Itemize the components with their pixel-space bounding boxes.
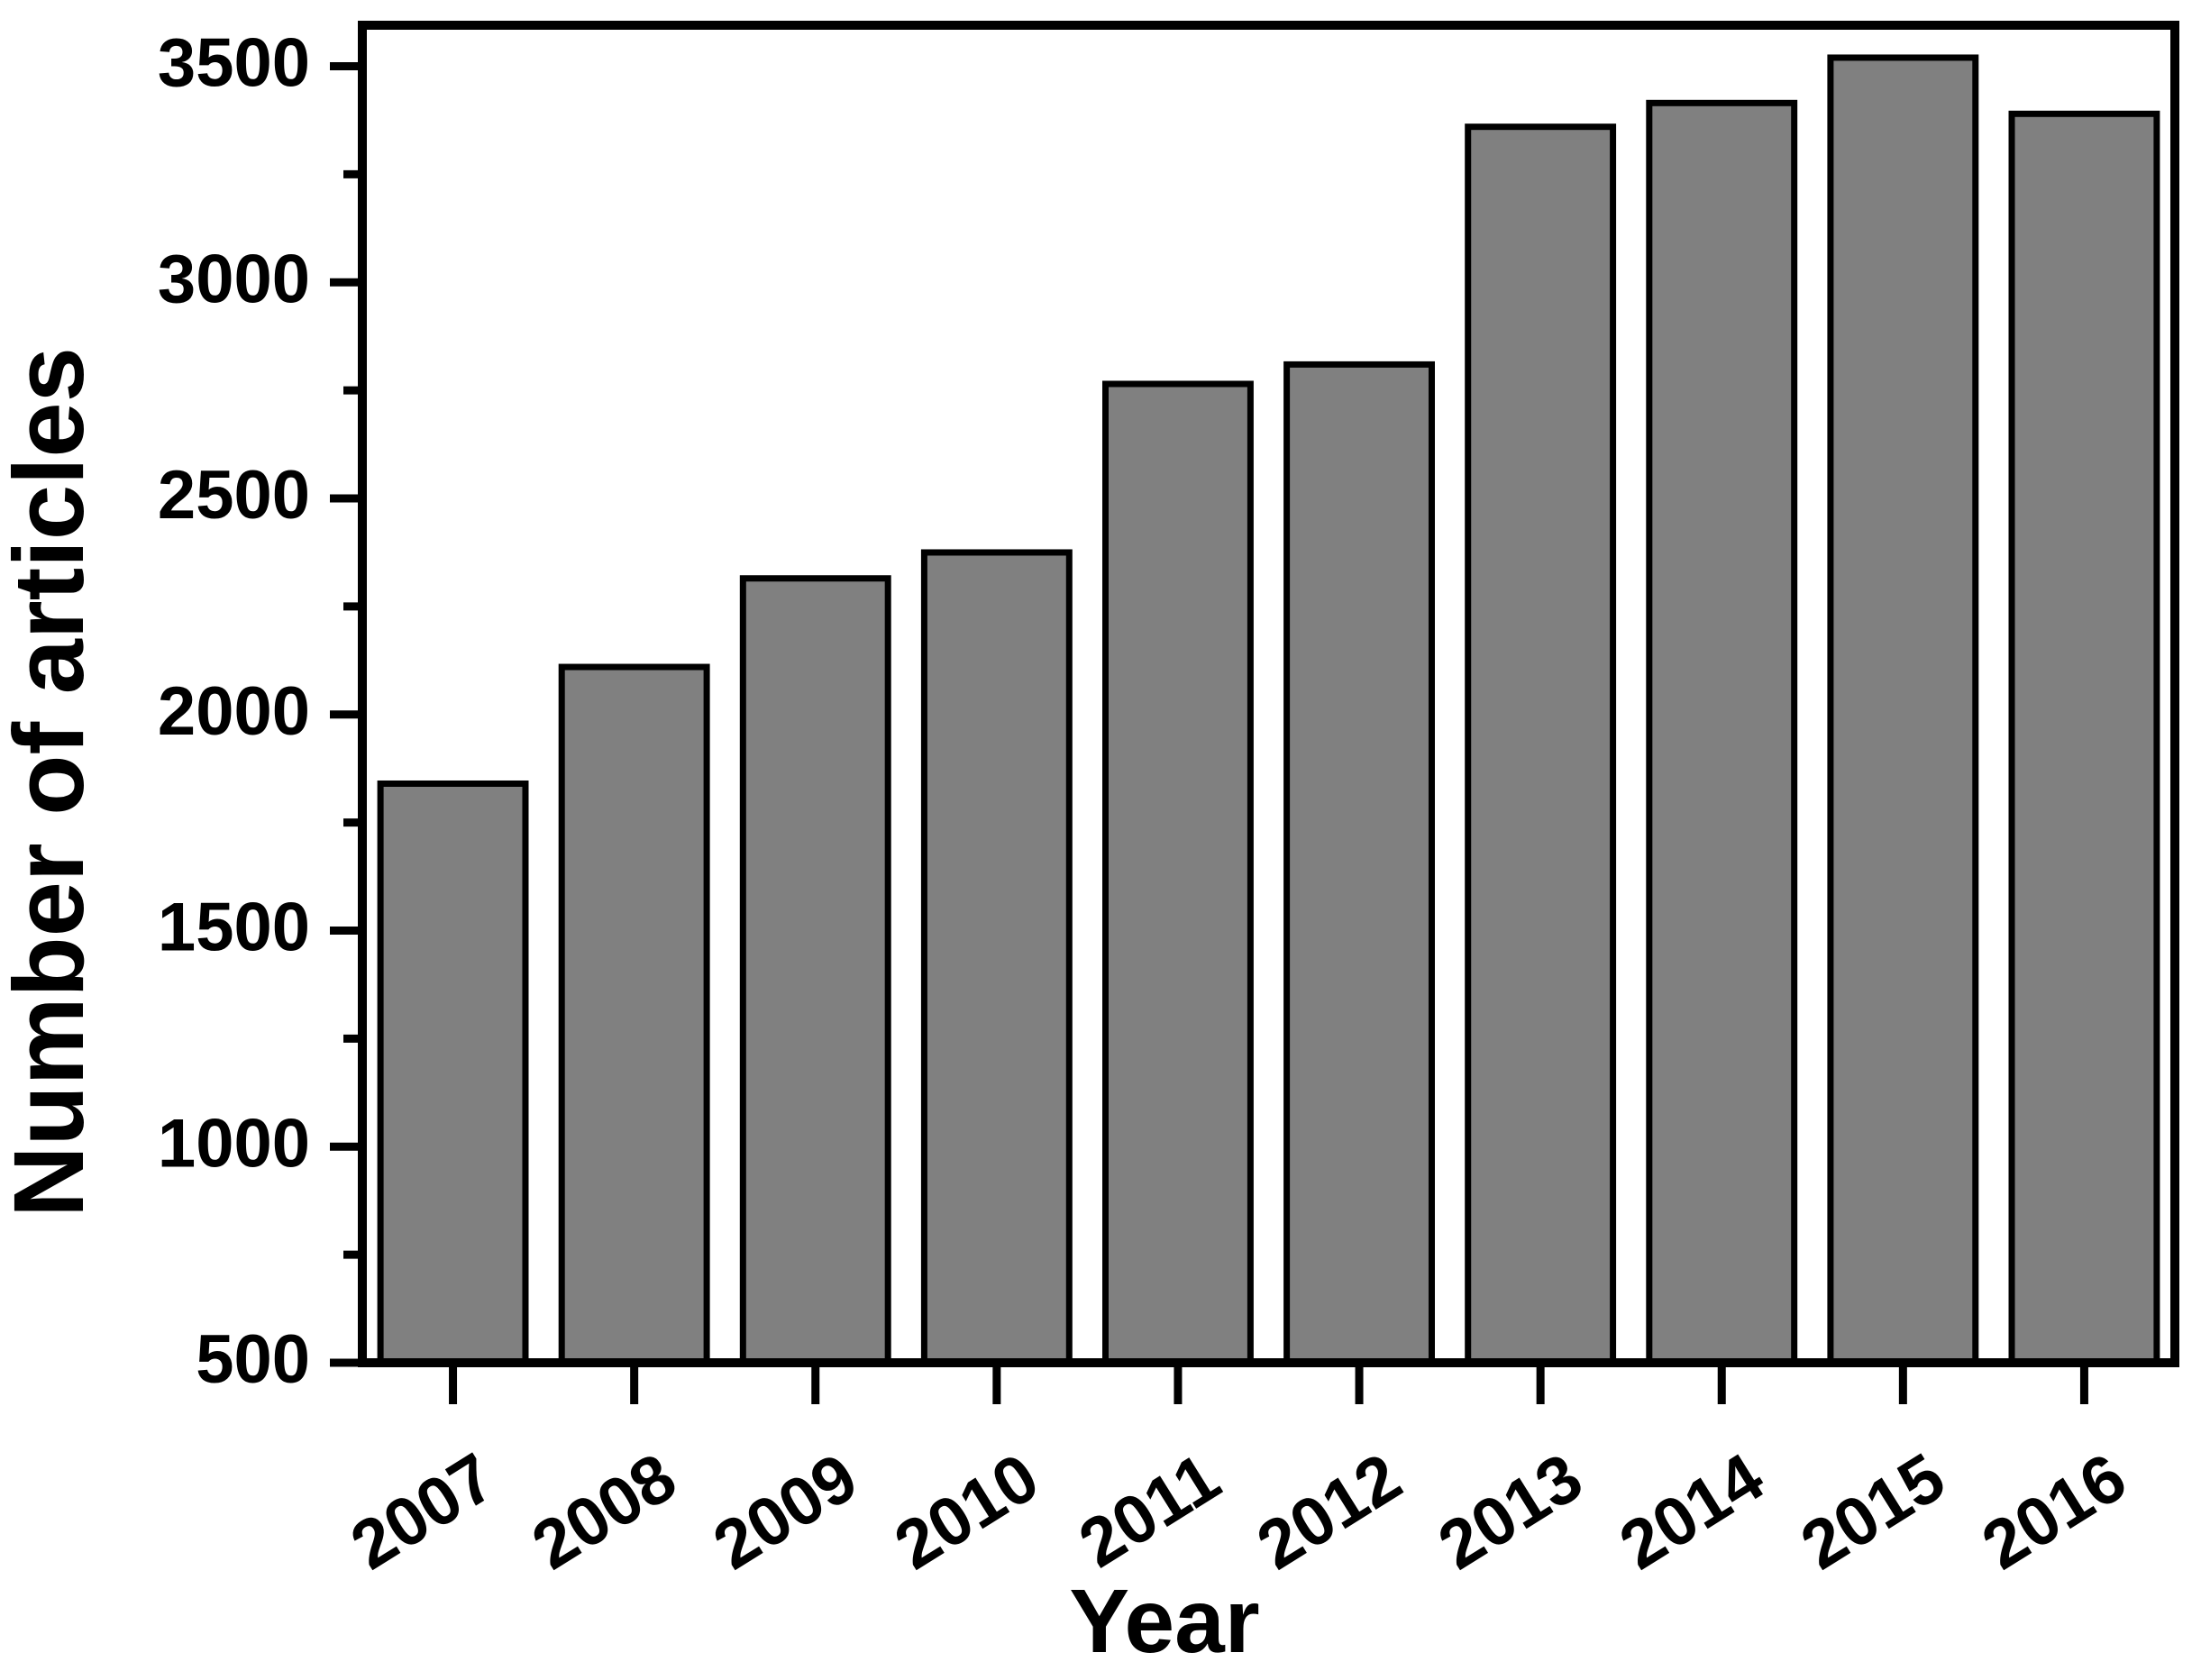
x-tick-label-2015: 2015 [1788, 1438, 1958, 1584]
x-tick-label-2008: 2008 [519, 1438, 689, 1584]
bar-2013 [1465, 123, 1617, 1366]
bar-2008 [558, 663, 710, 1366]
x-axis-ticks-group: 2007 2008 2009 2010 2011 2012 2013 2014 2015 2016 [338, 1367, 2139, 1584]
x-tick-label-2014: 2014 [1607, 1438, 1776, 1584]
y-tick-label-2500: 2500 [158, 457, 310, 534]
y-tick-label-500: 500 [196, 1321, 310, 1398]
bar-2016 [2008, 110, 2160, 1366]
bar-2011 [1102, 380, 1254, 1366]
x-tick-label-2011: 2011 [1066, 1438, 1233, 1582]
x-tick-label-2009: 2009 [700, 1438, 870, 1584]
bar-2010 [920, 549, 1073, 1366]
bar-2007 [377, 780, 529, 1366]
x-tick-label-2016: 2016 [1969, 1438, 2139, 1584]
y-tick-label-2000: 2000 [158, 673, 310, 750]
y-axis-ticks-group: 500 1000 1500 2000 2500 3000 3500 [158, 25, 362, 1398]
y-tick-label-3000: 3000 [158, 241, 310, 317]
bar-2014 [1646, 99, 1798, 1366]
x-tick-label-2012: 2012 [1245, 1438, 1414, 1584]
y-axis-title: Number of articles [0, 347, 105, 1218]
x-tick-label-2007: 2007 [338, 1438, 507, 1584]
bar-2012 [1283, 361, 1435, 1366]
x-tick-label-2013: 2013 [1426, 1438, 1595, 1584]
y-tick-label-1000: 1000 [158, 1105, 310, 1182]
y-tick-label-1500: 1500 [158, 890, 310, 966]
x-axis-title: Year [1069, 1571, 1259, 1672]
bars-group [377, 54, 2160, 1366]
bar-2015 [1827, 54, 1979, 1366]
plot-frame [358, 21, 2179, 1367]
y-tick-label-3500: 3500 [158, 25, 310, 102]
bar-2009 [739, 575, 891, 1366]
x-tick-label-2010: 2010 [881, 1438, 1051, 1584]
